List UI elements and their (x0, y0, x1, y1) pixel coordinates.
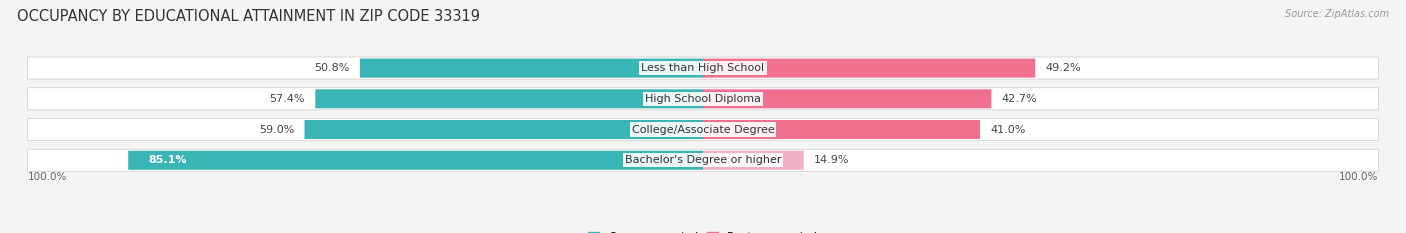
Text: 59.0%: 59.0% (259, 124, 294, 134)
FancyBboxPatch shape (315, 89, 703, 108)
FancyBboxPatch shape (128, 151, 703, 170)
FancyBboxPatch shape (28, 88, 1378, 110)
FancyBboxPatch shape (28, 118, 1378, 140)
FancyBboxPatch shape (360, 58, 703, 78)
FancyBboxPatch shape (703, 120, 980, 139)
Legend: Owner-occupied, Renter-occupied: Owner-occupied, Renter-occupied (583, 228, 823, 233)
Text: Bachelor's Degree or higher: Bachelor's Degree or higher (624, 155, 782, 165)
Text: High School Diploma: High School Diploma (645, 94, 761, 104)
FancyBboxPatch shape (305, 120, 703, 139)
Text: 85.1%: 85.1% (149, 155, 187, 165)
Text: OCCUPANCY BY EDUCATIONAL ATTAINMENT IN ZIP CODE 33319: OCCUPANCY BY EDUCATIONAL ATTAINMENT IN Z… (17, 9, 479, 24)
Text: Less than High School: Less than High School (641, 63, 765, 73)
Text: College/Associate Degree: College/Associate Degree (631, 124, 775, 134)
Text: 41.0%: 41.0% (990, 124, 1025, 134)
FancyBboxPatch shape (703, 151, 804, 170)
FancyBboxPatch shape (28, 149, 1378, 171)
Text: 14.9%: 14.9% (814, 155, 849, 165)
FancyBboxPatch shape (28, 57, 1378, 79)
Text: 50.8%: 50.8% (315, 63, 350, 73)
Text: Source: ZipAtlas.com: Source: ZipAtlas.com (1285, 9, 1389, 19)
Text: 57.4%: 57.4% (270, 94, 305, 104)
Text: 42.7%: 42.7% (1001, 94, 1038, 104)
Text: 49.2%: 49.2% (1046, 63, 1081, 73)
Text: 100.0%: 100.0% (28, 172, 67, 182)
FancyBboxPatch shape (703, 89, 991, 108)
Text: 100.0%: 100.0% (1339, 172, 1378, 182)
FancyBboxPatch shape (703, 58, 1035, 78)
